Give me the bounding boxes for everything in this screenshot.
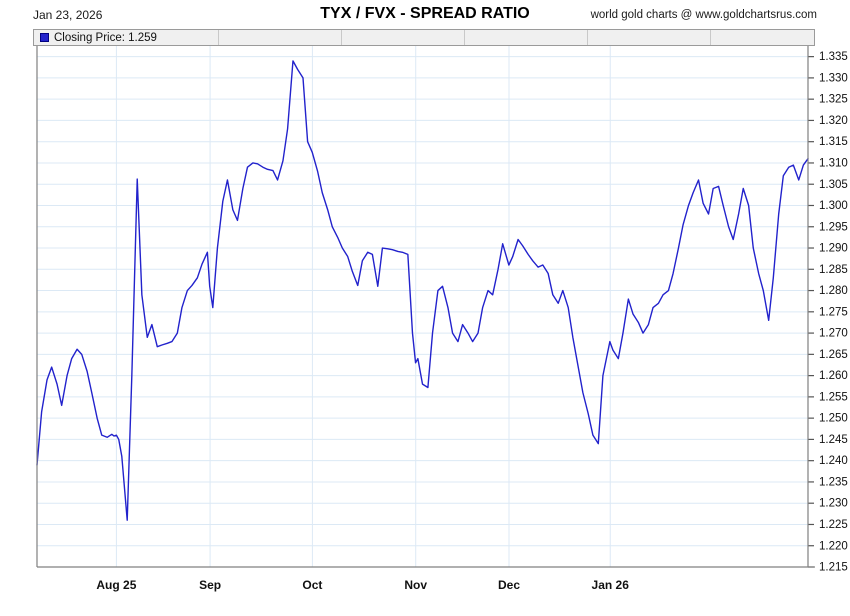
legend-divider xyxy=(341,30,342,45)
y-axis-tick-label: 1.300 xyxy=(819,200,848,212)
x-axis-tick-label: Aug 25 xyxy=(96,578,136,592)
vertical-gridlines xyxy=(115,46,611,567)
y-axis-tick-label: 1.220 xyxy=(819,540,848,552)
y-axis-tick-label: 1.265 xyxy=(819,349,848,361)
y-axis-tick-label: 1.285 xyxy=(819,264,848,276)
legend-entry-closing-price[interactable]: Closing Price: 1.259 xyxy=(40,30,157,45)
x-axis-tick-labels: Aug 25 Sep Oct Nov Dec Jan 26 xyxy=(96,578,629,592)
y-axis-tick-label: 1.240 xyxy=(819,455,848,467)
y-axis-tick-label: 1.325 xyxy=(819,94,848,106)
legend-divider xyxy=(218,30,219,45)
y-axis-tick-label: 1.245 xyxy=(819,434,848,446)
y-axis-tick-label: 1.260 xyxy=(819,370,848,382)
attribution-text: world gold charts @ www.goldchartsrus.co… xyxy=(590,9,817,21)
y-axis-tick-label: 1.215 xyxy=(819,562,848,574)
x-axis-tick-label: Sep xyxy=(199,578,221,592)
chart-date: Jan 23, 2026 xyxy=(33,8,103,22)
y-axis-tick-label: 1.270 xyxy=(819,328,848,340)
legend-divider xyxy=(710,30,711,45)
legend-divider xyxy=(464,30,465,45)
legend-color-swatch-icon xyxy=(40,33,49,42)
page-title: TYX / FVX - SPREAD RATIO xyxy=(320,5,530,22)
x-axis-tick-label: Nov xyxy=(404,578,427,592)
y-axis-tick-label: 1.250 xyxy=(819,413,848,425)
y-axis-tick-label: 1.310 xyxy=(819,157,848,169)
y-axis-tick-label: 1.235 xyxy=(819,476,848,488)
y-axis-tick-labels: 1.335 1.330 1.325 1.320 1.315 1.310 1.305 1.300… xyxy=(819,51,848,573)
y-axis-tick-label: 1.230 xyxy=(819,498,848,510)
y-axis-tick-label: 1.255 xyxy=(819,391,848,403)
x-axis-tick-label: Jan 26 xyxy=(592,578,630,592)
y-axis-ticks xyxy=(808,56,814,568)
legend-bar: Closing Price: 1.259 xyxy=(33,29,815,46)
y-axis-tick-label: 1.315 xyxy=(819,136,848,148)
y-axis-tick-label: 1.275 xyxy=(819,306,848,318)
y-axis-tick-label: 1.305 xyxy=(819,179,848,191)
x-axis-tick-label: Dec xyxy=(498,578,520,592)
horizontal-gridlines xyxy=(37,56,808,568)
legend-label: Closing Price: 1.259 xyxy=(54,31,157,44)
y-axis-tick-label: 1.320 xyxy=(819,115,848,127)
x-axis-tick-label: Oct xyxy=(302,578,322,592)
y-axis-tick-label: 1.290 xyxy=(819,243,848,255)
y-axis-tick-label: 1.225 xyxy=(819,519,848,531)
y-axis-tick-label: 1.335 xyxy=(819,51,848,63)
y-axis-tick-label: 1.280 xyxy=(819,285,848,297)
y-axis-tick-label: 1.295 xyxy=(819,221,848,233)
legend-divider xyxy=(587,30,588,45)
y-axis-tick-label: 1.330 xyxy=(819,72,848,84)
closing-price-line xyxy=(36,60,809,521)
